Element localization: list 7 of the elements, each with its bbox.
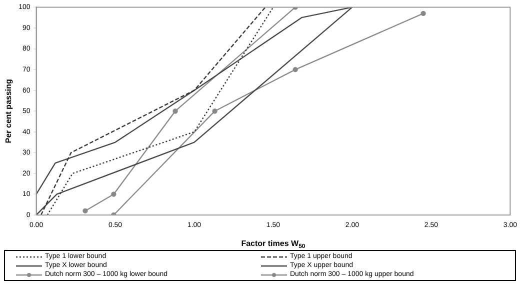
point: [111, 192, 116, 197]
point: [420, 10, 426, 16]
point: [172, 108, 178, 114]
point: [212, 108, 218, 114]
y-axis-title: Per cent passing: [4, 78, 14, 144]
point: [82, 208, 88, 214]
point: [292, 66, 298, 72]
